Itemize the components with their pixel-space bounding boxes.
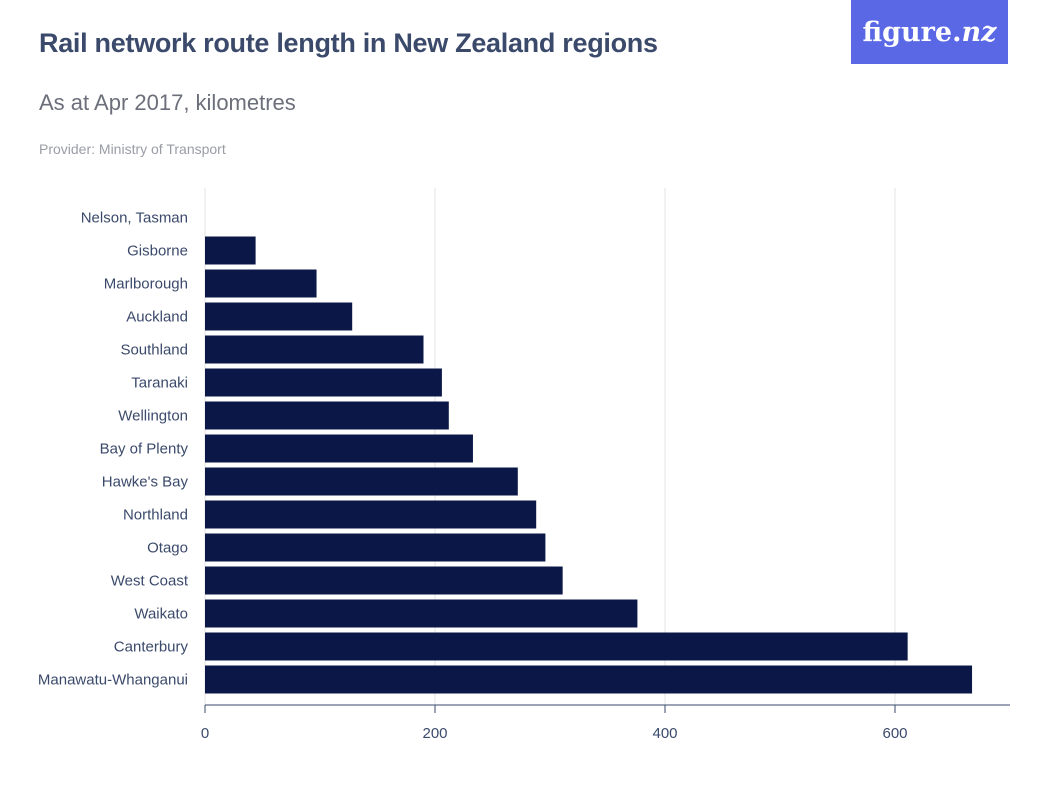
x-tick-label: 600 [882, 725, 907, 742]
bar-gisborne [205, 236, 256, 265]
category-label: Northland [123, 507, 188, 524]
category-label: Waikato [134, 606, 188, 623]
bar-otago [205, 533, 546, 562]
chart-subtitle: As at Apr 2017, kilometres [39, 90, 296, 115]
x-tick-label: 400 [652, 725, 677, 742]
category-label: Nelson, Tasman [81, 210, 188, 227]
category-label: Manawatu-Whanganui [38, 672, 188, 689]
category-label: Bay of Plenty [100, 441, 189, 458]
bar-bay-of-plenty [205, 434, 473, 463]
bar-waikato [205, 599, 638, 628]
bar-auckland [205, 302, 353, 331]
x-tick-label: 0 [201, 725, 209, 742]
bar-canterbury [205, 632, 908, 661]
chart-title: Rail network route length in New Zealand… [39, 28, 658, 58]
category-labels: Nelson, Tasman Gisborne Marlborough Aucklan… [38, 210, 189, 689]
category-label: Gisborne [127, 243, 188, 260]
x-tick-label: 200 [422, 725, 447, 742]
bars [205, 236, 973, 694]
bar-hawke-s-bay [205, 467, 518, 496]
bar-marlborough [205, 269, 317, 298]
data-provider: Provider: Ministry of Transport [39, 141, 226, 157]
bar-west-coast [205, 566, 563, 595]
category-label: Southland [120, 342, 188, 359]
x-axis: 0 200 400 600 [201, 704, 1010, 742]
logo-main-text: figure. [862, 16, 962, 48]
category-label: Wellington [118, 408, 188, 425]
category-label: Otago [147, 540, 188, 557]
category-label: West Coast [111, 573, 189, 590]
category-label: Taranaki [131, 375, 188, 392]
category-label: Hawke's Bay [102, 474, 189, 491]
bar-manawatu-whanganui [205, 665, 973, 694]
figure-nz-logo[interactable]: figure. nz [851, 0, 1008, 64]
bar-northland [205, 500, 537, 529]
category-label: Canterbury [114, 639, 189, 656]
bar-wellington [205, 401, 449, 430]
bar-southland [205, 335, 424, 364]
category-label: Marlborough [104, 276, 188, 293]
category-label: Auckland [126, 309, 188, 326]
bar-taranaki [205, 368, 442, 397]
logo-suffix-text: nz [961, 16, 997, 48]
